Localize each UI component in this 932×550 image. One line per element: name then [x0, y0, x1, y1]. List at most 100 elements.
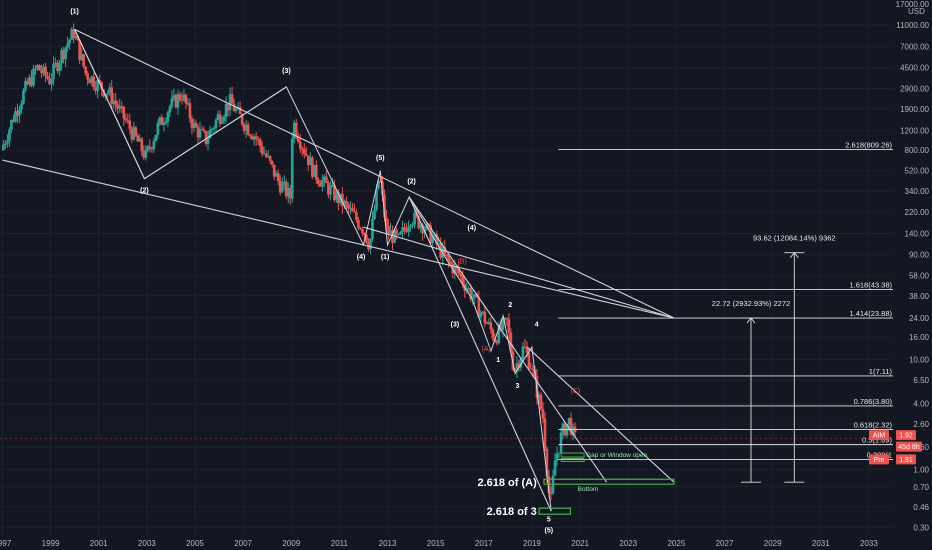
candle-body [294, 122, 298, 137]
candle-body [403, 227, 406, 230]
candle-body [32, 68, 35, 86]
candle-body [321, 180, 324, 187]
candle-body [100, 82, 103, 90]
candle-body [407, 227, 410, 232]
chart-grid [0, 0, 893, 536]
candle-body [78, 40, 81, 61]
candle-body [274, 173, 278, 177]
candle-body [36, 65, 39, 70]
trendline [408, 196, 552, 512]
candle-body [26, 81, 29, 85]
x-tick-label: 2019 [523, 539, 541, 548]
candle-body [561, 423, 565, 433]
candle-body [164, 121, 168, 124]
candle-body [212, 127, 216, 129]
candle-body [555, 453, 559, 461]
x-tick-label: 2031 [812, 539, 830, 548]
candle-body [90, 76, 93, 84]
candle-body [300, 148, 304, 150]
candle-body [315, 164, 318, 180]
wave-label: (5) [376, 155, 385, 162]
candle-body [34, 68, 37, 70]
candle-body [42, 66, 45, 74]
bottom-zone-box [543, 478, 675, 485]
candle-body [483, 311, 487, 324]
wave-label: (A) [482, 346, 491, 353]
x-tick-label: 2009 [282, 539, 300, 548]
candle-body [437, 243, 440, 245]
plot-area[interactable] [2, 23, 577, 501]
candle-body [138, 138, 142, 142]
candle-body [379, 180, 382, 182]
candle-body [373, 209, 376, 220]
price-axis[interactable]: USD 17000.00 11000.00 7000.00 4500.00 2900.0… [869, 0, 932, 550]
price-badge-value: 1.91 [899, 457, 913, 464]
candle-body [160, 117, 164, 125]
y-tick-label: 6.50 [913, 376, 929, 385]
candle-body [421, 224, 424, 234]
candle-body [184, 94, 188, 104]
candle-body [286, 187, 290, 197]
candle-body [375, 188, 378, 210]
candle-body [361, 229, 364, 233]
candle-body [517, 363, 521, 368]
fib-level-label: 2.618(809.26) [845, 141, 892, 150]
gap-window-box [560, 452, 585, 458]
candle-body [132, 127, 136, 140]
candle-body [341, 193, 344, 207]
candle-body [553, 460, 557, 476]
wave-label: (1) [70, 8, 79, 15]
candle-body [304, 153, 308, 156]
candle-body [355, 212, 358, 220]
candle-body [499, 324, 503, 330]
candle-body [543, 418, 547, 449]
candle-body [347, 204, 350, 209]
candle-body [106, 93, 110, 95]
candle-body [2, 144, 5, 151]
candle-body [290, 138, 294, 199]
currency-label: USD [908, 7, 925, 16]
candle-body [529, 368, 533, 370]
candle-body [200, 129, 204, 131]
candle-body [397, 234, 400, 236]
candle-body [16, 111, 19, 116]
candle-body [559, 432, 563, 453]
price-badge-symbol-bg [869, 454, 889, 465]
candle-body [74, 36, 77, 38]
candle-body [114, 100, 118, 105]
candle-body [405, 229, 408, 232]
candle-body [20, 103, 23, 110]
candle-body [495, 341, 499, 344]
candle-body [220, 121, 224, 124]
candle-body [306, 155, 310, 166]
y-tick-label: 7000.00 [900, 42, 929, 51]
bottom-label: Bottom [578, 486, 599, 493]
candle-body [272, 164, 276, 177]
candle-body [349, 207, 352, 209]
candle-body [298, 141, 302, 149]
candle-body [471, 297, 475, 300]
candle-body [62, 49, 65, 60]
candle-body [70, 29, 73, 40]
candle-body [260, 146, 264, 154]
price-badge-symbol-bg [869, 430, 889, 441]
candle-body [140, 138, 144, 152]
candle-body [413, 212, 416, 225]
y-tick-label: 17000.00 [896, 0, 930, 9]
candle-body [124, 118, 128, 121]
fib-3-label: 2.618 of 3 [487, 506, 537, 518]
candle-body [122, 106, 126, 119]
candle-body [158, 117, 162, 124]
candle-body [266, 156, 270, 158]
candle-body [30, 77, 33, 86]
candle-body [168, 106, 172, 113]
x-tick-label: 2033 [860, 539, 878, 548]
candle-body [433, 234, 436, 237]
candle-body [76, 36, 79, 41]
price-badge-symbol: Pre [874, 457, 885, 464]
x-tick-label: 2017 [475, 539, 493, 548]
candle-body [391, 230, 394, 243]
candle-body [479, 312, 483, 318]
